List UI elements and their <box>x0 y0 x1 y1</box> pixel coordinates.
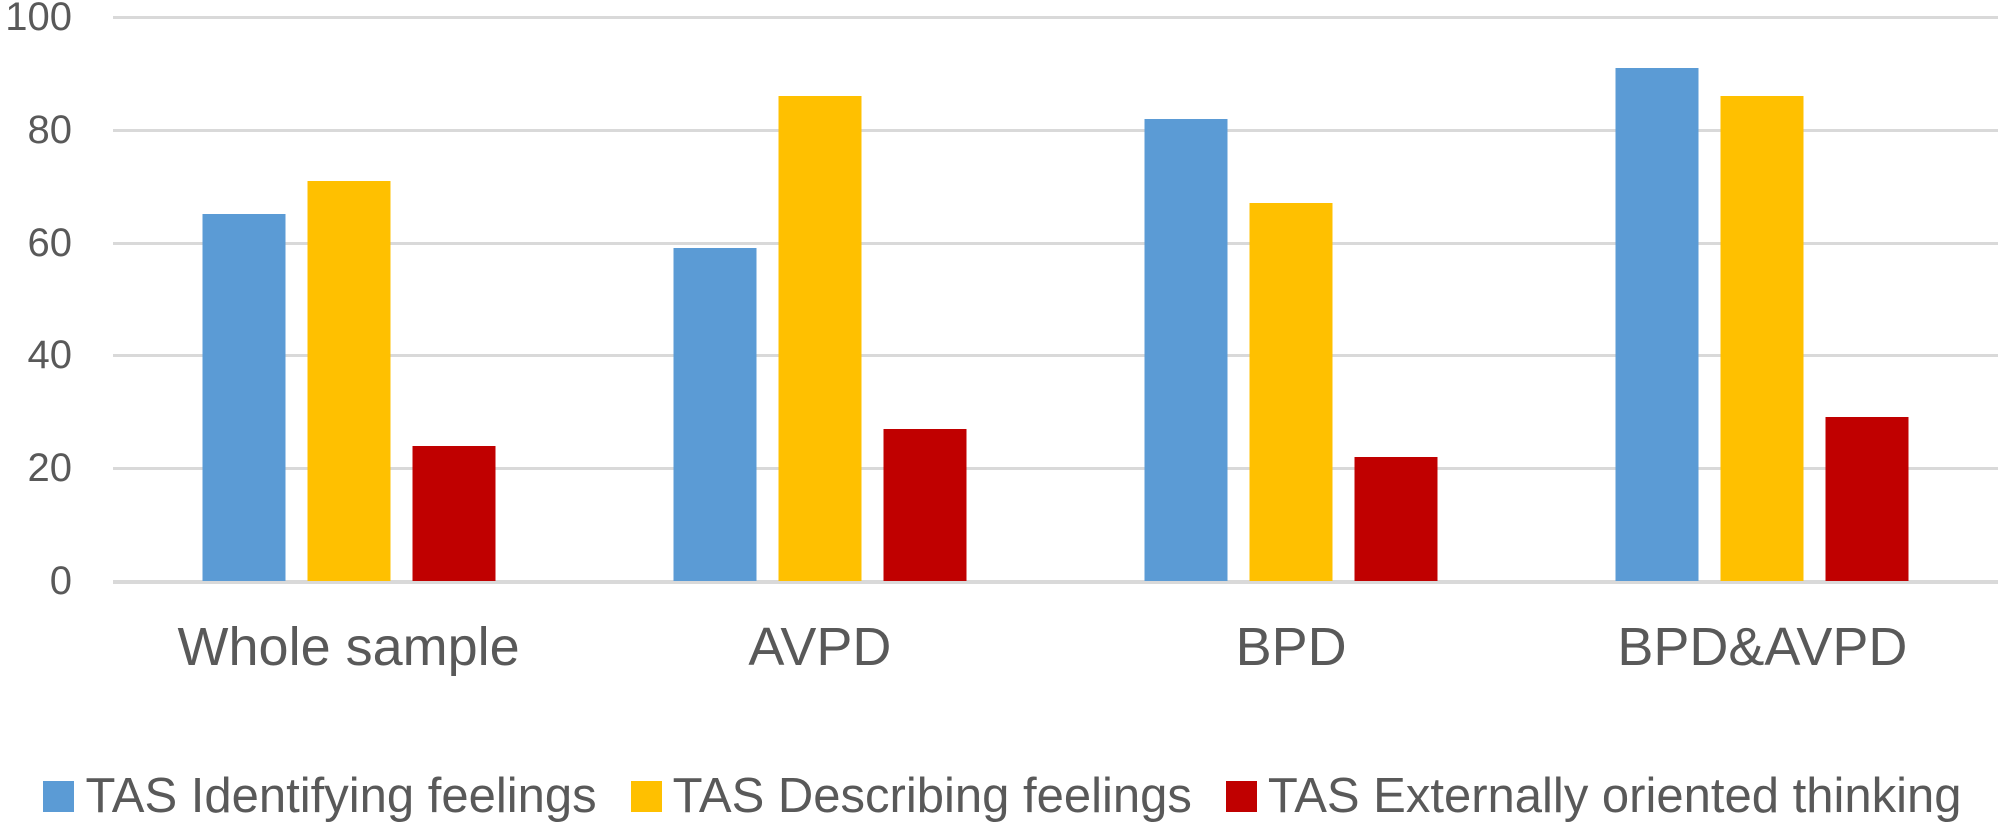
gridline <box>113 128 1998 132</box>
bar-group <box>1615 67 1909 581</box>
bar-tas-describing-feelings <box>1720 95 1804 581</box>
y-axis-tick-label: 100 <box>5 0 72 39</box>
category-label: BPD&AVPD <box>1617 617 1908 677</box>
gridline <box>113 354 1998 358</box>
legend-swatch-icon <box>630 781 662 812</box>
bar-group <box>1144 118 1438 581</box>
y-axis-tick-label: 20 <box>27 446 73 491</box>
bar-tas-externally-oriented-thinking <box>412 445 496 581</box>
bar-tas-identifying-feelings <box>202 214 286 581</box>
bar-tas-identifying-feelings <box>673 248 757 581</box>
category-label: AVPD <box>748 617 892 677</box>
legend-item: TAS Describing feelings <box>630 769 1192 823</box>
bar-tas-identifying-feelings <box>1615 67 1699 581</box>
plot-area <box>113 16 1998 584</box>
gridline <box>113 241 1998 245</box>
category-label: BPD <box>1235 617 1347 677</box>
legend-label: TAS Identifying feelings <box>85 769 597 823</box>
legend-swatch-icon <box>1225 781 1257 812</box>
y-axis-tick-label: 60 <box>27 220 73 265</box>
bar-group <box>202 180 496 581</box>
bar-group <box>673 95 967 581</box>
category-label: Whole sample <box>177 617 520 677</box>
gridline <box>113 16 1998 19</box>
bar-tas-externally-oriented-thinking <box>883 428 967 581</box>
legend-swatch-icon <box>43 781 75 812</box>
gridline <box>113 467 1998 471</box>
legend-label: TAS Externally oriented thinking <box>1267 769 1962 823</box>
bar-tas-describing-feelings <box>307 180 391 581</box>
bar-tas-describing-feelings <box>1249 203 1333 581</box>
bar-tas-externally-oriented-thinking <box>1354 456 1438 581</box>
y-axis-tick-label: 0 <box>49 559 72 603</box>
bar-tas-externally-oriented-thinking <box>1825 417 1909 581</box>
bar-tas-identifying-feelings <box>1144 118 1228 581</box>
y-axis-tick-label: 40 <box>27 333 73 378</box>
y-axis-tick-label: 80 <box>27 107 73 152</box>
legend-item: TAS Identifying feelings <box>43 769 597 823</box>
legend-item: TAS Externally oriented thinking <box>1225 769 1962 823</box>
bar-tas-describing-feelings <box>778 95 862 581</box>
x-axis-line <box>113 580 1998 584</box>
legend: TAS Identifying feelings TAS Describing f… <box>0 772 2005 821</box>
legend-label: TAS Describing feelings <box>672 769 1192 823</box>
